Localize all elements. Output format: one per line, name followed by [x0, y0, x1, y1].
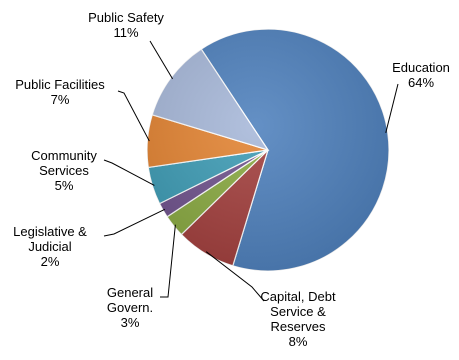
data-label-percent: 8%	[289, 334, 308, 349]
data-label-name-line: Legislative &	[13, 224, 87, 239]
leader-line-community-services	[103, 159, 155, 186]
data-label-name-line: Services	[39, 163, 89, 178]
data-label-name-line: Public Safety	[88, 10, 164, 25]
data-label-percent: 11%	[113, 25, 138, 40]
data-label-name-line: Capital, Debt	[260, 289, 336, 304]
data-label-community-services: Community Services 5%	[31, 148, 97, 193]
data-label-percent: 5%	[55, 178, 74, 193]
leader-line-legislative-judicial	[103, 208, 166, 237]
data-label-legislative-judicial: Legislative & Judicial 2%	[13, 224, 87, 269]
data-label-percent: 3%	[121, 315, 140, 330]
data-label-general-govern: General Govern. 3%	[107, 285, 153, 330]
data-label-name-line: Govern.	[107, 300, 153, 315]
data-label-percent: 7%	[51, 92, 70, 107]
data-label-name-line: Public Facilities	[15, 77, 105, 92]
data-label-public-safety: Public Safety 11%	[88, 10, 164, 40]
leader-line-general-govern	[160, 224, 176, 298]
data-label-name-line: Service &	[270, 304, 326, 319]
data-label-percent: 64%	[408, 75, 434, 90]
pie-slices	[146, 28, 390, 272]
leader-lines	[103, 40, 399, 302]
data-label-name-line: Community	[31, 148, 97, 163]
data-label-name-line: Judicial	[28, 239, 71, 254]
leader-line-capital-debt-service-reserves	[205, 251, 265, 302]
leader-line-public-facilities	[117, 90, 150, 142]
data-label-name-line: Education	[392, 60, 450, 75]
data-label-percent: 2%	[41, 254, 60, 269]
data-labels: Education 64% Capital, Debt Service & Reserv…	[13, 10, 450, 349]
data-label-name-line: General	[107, 285, 153, 300]
leader-line-education	[385, 83, 399, 133]
data-label-education: Education 64%	[392, 60, 450, 90]
leader-line-public-safety	[149, 40, 174, 80]
data-label-capital-debt-service-reserves: Capital, Debt Service & Reserves 8%	[260, 289, 336, 349]
data-label-public-facilities: Public Facilities 7%	[15, 77, 105, 107]
data-label-name-line: Reserves	[271, 319, 326, 334]
